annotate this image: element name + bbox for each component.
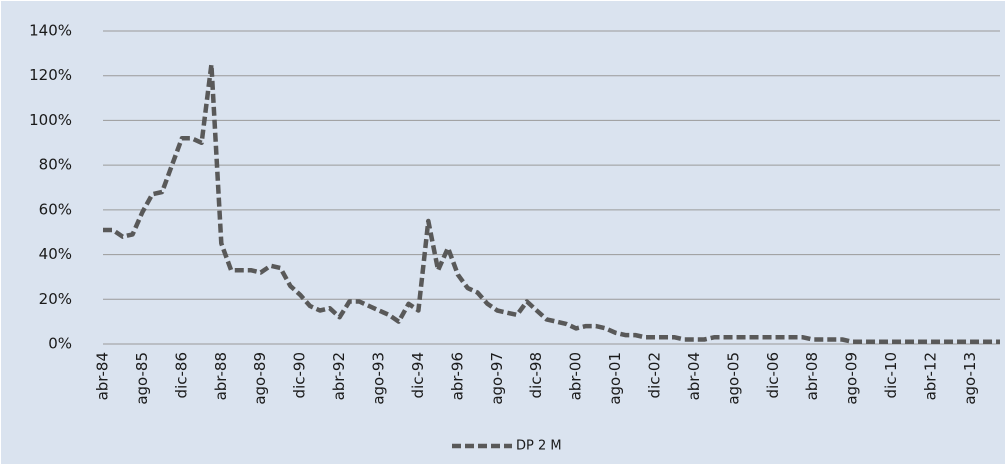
y-tick-label: 20% bbox=[39, 290, 72, 308]
y-tick-label: 120% bbox=[29, 66, 72, 84]
x-tick-label: abr-12 bbox=[922, 352, 940, 400]
legend-label: DP 2 M bbox=[516, 439, 562, 454]
y-tick-label: 0% bbox=[48, 335, 72, 353]
x-tick-label: ago-05 bbox=[724, 352, 742, 405]
x-tick-label: abr-96 bbox=[448, 352, 466, 400]
x-tick-label: dic-02 bbox=[646, 352, 664, 398]
data-line bbox=[103, 62, 1000, 345]
x-tick-label: abr-08 bbox=[803, 352, 821, 400]
x-tick-label: ago-97 bbox=[488, 352, 506, 405]
x-tick-label: ago-93 bbox=[370, 352, 388, 405]
y-tick-label: 100% bbox=[29, 111, 72, 129]
x-tick-label: dic-90 bbox=[291, 352, 309, 398]
x-tick-label: dic-10 bbox=[882, 352, 900, 398]
y-tick-label: 40% bbox=[39, 245, 72, 263]
x-tick-label: ago-85 bbox=[133, 352, 151, 405]
x-tick-label: ago-13 bbox=[961, 352, 979, 405]
x-tick-label: dic-86 bbox=[172, 352, 190, 398]
x-tick-label: ago-01 bbox=[606, 352, 624, 405]
y-tick-label: 140% bbox=[29, 22, 72, 40]
x-tick-label: dic-06 bbox=[764, 352, 782, 398]
x-tick-label: abr-88 bbox=[212, 352, 230, 400]
x-tick-label: abr-84 bbox=[94, 352, 112, 400]
y-tick-label: 60% bbox=[39, 200, 72, 218]
x-tick-label: ago-89 bbox=[251, 352, 269, 405]
y-tick-label: 80% bbox=[39, 156, 72, 174]
x-tick-label: abr-92 bbox=[330, 352, 348, 400]
x-tick-label: dic-94 bbox=[409, 352, 427, 398]
x-tick-label: abr-00 bbox=[567, 352, 585, 400]
x-tick-label: dic-98 bbox=[527, 352, 545, 398]
x-tick-label: abr-04 bbox=[685, 352, 703, 400]
x-tick-label: ago-09 bbox=[843, 352, 861, 405]
